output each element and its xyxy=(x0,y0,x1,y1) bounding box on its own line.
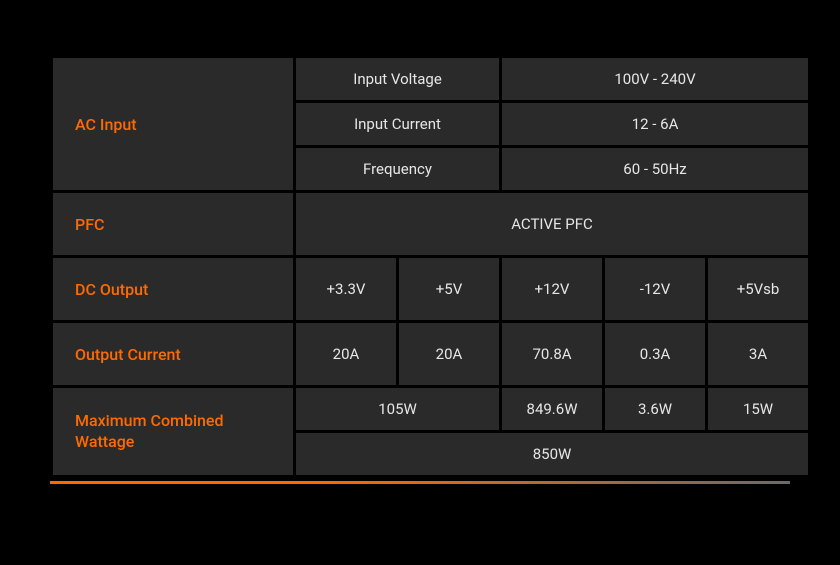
current-3: 0.3A xyxy=(605,323,705,385)
row-label-output-current: Output Current xyxy=(53,323,293,385)
wattage-1: 849.6W xyxy=(502,388,602,430)
rail-1: +5V xyxy=(399,258,499,320)
rail-4: +5Vsb xyxy=(708,258,808,320)
ac-param-1: Input Current xyxy=(296,103,499,145)
ac-value-1: 12 - 6A xyxy=(502,103,808,145)
row-label-dc-output: DC Output xyxy=(53,258,293,320)
rail-0: +3.3V xyxy=(296,258,396,320)
table-row: Output Current 20A 20A 70.8A 0.3A 3A xyxy=(53,323,808,385)
current-1: 20A xyxy=(399,323,499,385)
table-row: PFC ACTIVE PFC xyxy=(53,193,808,255)
rail-2: +12V xyxy=(502,258,602,320)
table-row: DC Output +3.3V +5V +12V -12V +5Vsb xyxy=(53,258,808,320)
ac-value-2: 60 - 50Hz xyxy=(502,148,808,190)
current-4: 3A xyxy=(708,323,808,385)
wattage-3: 15W xyxy=(708,388,808,430)
wattage-total: 850W xyxy=(296,433,808,475)
wattage-2: 3.6W xyxy=(605,388,705,430)
ac-param-0: Input Voltage xyxy=(296,58,499,100)
row-label-pfc: PFC xyxy=(53,193,293,255)
table-row: Maximum Combined Wattage 105W 849.6W 3.6… xyxy=(53,388,808,430)
ac-param-2: Frequency xyxy=(296,148,499,190)
accent-underline xyxy=(50,481,790,484)
table-row: AC Input Input Voltage 100V - 240V xyxy=(53,58,808,100)
current-0: 20A xyxy=(296,323,396,385)
wattage-0: 105W xyxy=(296,388,499,430)
row-label-max-wattage: Maximum Combined Wattage xyxy=(53,388,293,475)
row-label-ac-input: AC Input xyxy=(53,58,293,190)
ac-value-0: 100V - 240V xyxy=(502,58,808,100)
psu-spec-table: AC Input Input Voltage 100V - 240V Input… xyxy=(50,55,811,478)
rail-3: -12V xyxy=(605,258,705,320)
pfc-value: ACTIVE PFC xyxy=(296,193,808,255)
current-2: 70.8A xyxy=(502,323,602,385)
